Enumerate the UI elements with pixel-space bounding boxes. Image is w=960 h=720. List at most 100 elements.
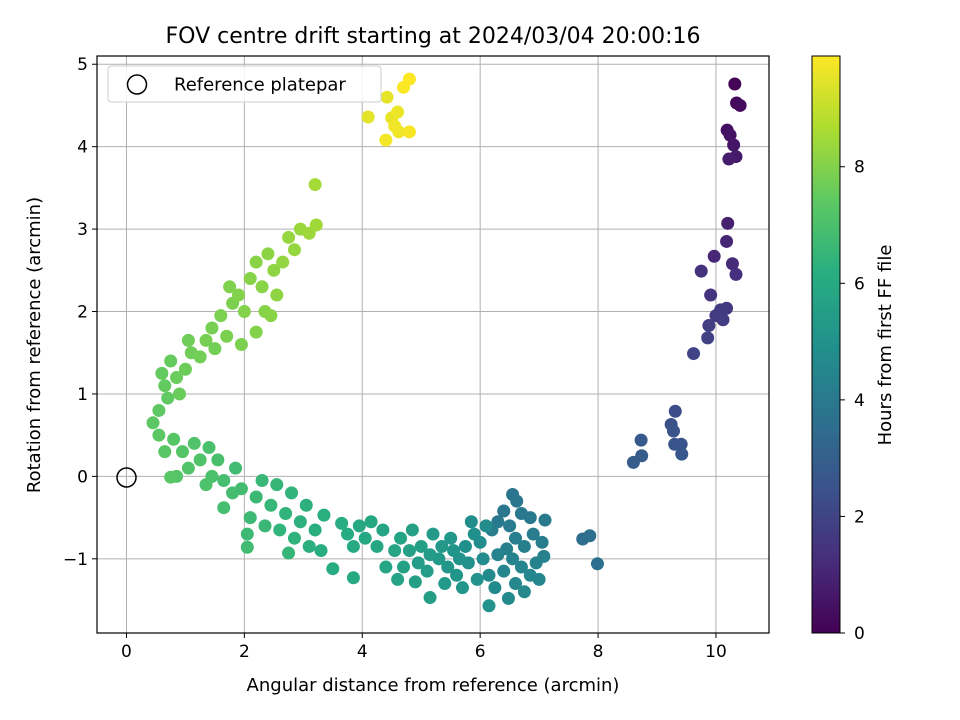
data-point (482, 599, 496, 613)
data-point (361, 110, 375, 124)
data-point (517, 539, 531, 553)
data-point (728, 77, 742, 91)
data-point (509, 577, 523, 591)
data-point (211, 453, 225, 467)
data-point (704, 288, 718, 302)
data-point (394, 531, 408, 545)
data-point (285, 486, 299, 500)
plot-frame (96, 55, 770, 634)
data-point (408, 575, 422, 589)
data-point (727, 138, 741, 152)
data-point (497, 564, 511, 578)
data-point (476, 552, 490, 566)
y-tick-label: 1 (77, 385, 88, 405)
data-point (308, 523, 322, 537)
data-point (376, 523, 390, 537)
x-tick-label: 2 (239, 642, 250, 662)
data-point (370, 539, 384, 553)
x-tick-label: 6 (475, 642, 486, 662)
colorbar-ticks: 0 2 4 6 8 (840, 158, 865, 644)
colorbar-gradient (811, 55, 841, 634)
data-point (164, 354, 178, 368)
data-point (538, 513, 552, 527)
data-point (470, 572, 484, 586)
data-point (161, 391, 175, 405)
data-point (491, 548, 505, 562)
data-point (270, 478, 284, 492)
y-tick-label: 0 (77, 467, 88, 487)
data-point (701, 331, 715, 345)
data-point (158, 379, 172, 393)
y-tick-label: 5 (77, 55, 88, 75)
data-point (405, 523, 419, 537)
data-point (217, 474, 231, 488)
data-point (687, 347, 701, 361)
data-point (535, 535, 549, 549)
data-point (444, 531, 458, 545)
data-point (164, 470, 178, 484)
data-point (479, 519, 493, 533)
data-point (231, 288, 245, 302)
data-point (503, 519, 517, 533)
data-point (217, 501, 231, 515)
data-point (402, 125, 416, 139)
data-point (178, 362, 192, 376)
data-point (229, 461, 243, 475)
data-point (223, 280, 237, 294)
data-point (464, 515, 478, 529)
data-point (299, 498, 313, 512)
data-point (414, 539, 428, 553)
data-point (293, 515, 307, 529)
data-point (482, 568, 496, 582)
data-point (261, 247, 275, 261)
data-point (181, 461, 195, 475)
data-point (721, 216, 735, 230)
x-tick-label: 10 (705, 642, 727, 662)
data-point (146, 416, 160, 430)
data-point (722, 152, 736, 166)
data-point (279, 506, 293, 520)
grid-lines (97, 56, 769, 633)
data-point (287, 243, 301, 257)
data-point (282, 546, 296, 560)
data-point (364, 515, 378, 529)
data-point (668, 437, 682, 451)
data-point (193, 350, 207, 364)
legend-entry-label: Reference platepar (174, 75, 346, 96)
data-point (302, 539, 316, 553)
data-point (675, 447, 689, 461)
data-point (287, 531, 301, 545)
data-point (276, 255, 290, 269)
data-point (517, 585, 531, 599)
data-point (379, 133, 393, 147)
data-point (510, 494, 524, 508)
data-point (626, 455, 640, 469)
data-point (264, 498, 278, 512)
data-point (402, 72, 416, 86)
data-point (317, 508, 331, 522)
data-point (208, 342, 222, 356)
data-point (237, 305, 251, 319)
data-point (526, 527, 540, 541)
data-point (282, 230, 296, 244)
data-point (716, 313, 730, 327)
data-point (175, 445, 189, 459)
data-point (529, 556, 543, 570)
data-point (155, 366, 169, 380)
data-point (447, 544, 461, 558)
y-axis-ticks: −1 0 1 2 3 4 5 (63, 55, 97, 570)
data-point (346, 539, 360, 553)
data-point (255, 474, 269, 488)
data-point (173, 387, 187, 401)
data-point (707, 249, 721, 263)
data-point (308, 178, 322, 192)
data-point (455, 581, 469, 595)
data-point (181, 333, 195, 347)
data-point (379, 560, 393, 574)
data-point (264, 309, 278, 323)
legend: Reference platepar (107, 65, 382, 103)
data-point (214, 309, 228, 323)
x-tick-label: 8 (593, 642, 604, 662)
colorbar-tick-label: 8 (854, 158, 865, 178)
data-point (240, 527, 254, 541)
